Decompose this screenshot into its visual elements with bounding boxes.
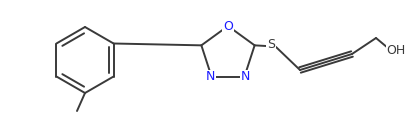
Text: N: N xyxy=(240,70,249,83)
Text: S: S xyxy=(266,37,274,50)
Text: N: N xyxy=(205,70,215,83)
Text: O: O xyxy=(222,19,232,32)
Text: OH: OH xyxy=(385,44,405,57)
